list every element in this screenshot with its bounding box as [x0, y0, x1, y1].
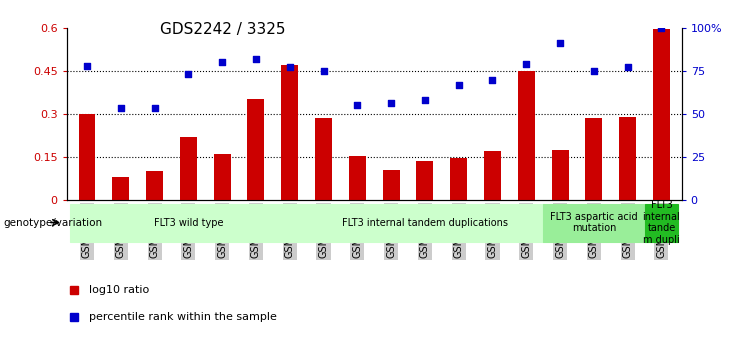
Point	[419, 97, 431, 103]
Bar	[416, 161, 433, 200]
Text: percentile rank within the sample: percentile rank within the sample	[89, 313, 277, 322]
Point	[115, 105, 127, 110]
Point	[318, 68, 330, 73]
Bar	[307, 204, 543, 241]
Bar	[382, 170, 399, 200]
Point	[487, 78, 499, 83]
Point	[351, 102, 363, 108]
Point	[520, 61, 532, 67]
Point	[656, 25, 668, 30]
Text: FLT3
internal
tande
m dupli: FLT3 internal tande m dupli	[642, 200, 680, 245]
Bar	[585, 118, 602, 200]
Bar	[518, 71, 535, 200]
Text: GDS2242 / 3325: GDS2242 / 3325	[159, 22, 285, 37]
Point	[453, 82, 465, 87]
Bar	[180, 137, 197, 200]
Text: log10 ratio: log10 ratio	[89, 285, 149, 295]
Bar	[247, 99, 265, 200]
Bar	[282, 65, 298, 200]
Bar	[70, 204, 307, 241]
Text: genotype/variation: genotype/variation	[4, 218, 103, 227]
Bar	[451, 158, 467, 200]
Bar	[79, 114, 96, 200]
Text: FLT3 wild type: FLT3 wild type	[153, 218, 223, 227]
Bar	[619, 117, 636, 200]
Point	[250, 56, 262, 61]
Bar	[113, 177, 129, 200]
Point	[588, 68, 599, 73]
Text: FLT3 internal tandem duplications: FLT3 internal tandem duplications	[342, 218, 508, 227]
Text: FLT3 aspartic acid
mutation: FLT3 aspartic acid mutation	[550, 212, 638, 233]
Bar	[484, 151, 501, 200]
Bar	[645, 204, 678, 241]
Bar	[146, 171, 163, 200]
Bar	[653, 29, 670, 200]
Point	[554, 40, 566, 46]
Point	[385, 100, 397, 106]
Bar	[349, 156, 366, 200]
Bar	[213, 154, 230, 200]
Point	[284, 65, 296, 70]
Point	[182, 71, 194, 77]
Bar	[543, 204, 645, 241]
Bar	[315, 118, 332, 200]
Point	[216, 59, 228, 65]
Point	[622, 65, 634, 70]
Point	[81, 63, 93, 68]
Bar	[551, 150, 568, 200]
Point	[149, 105, 161, 110]
